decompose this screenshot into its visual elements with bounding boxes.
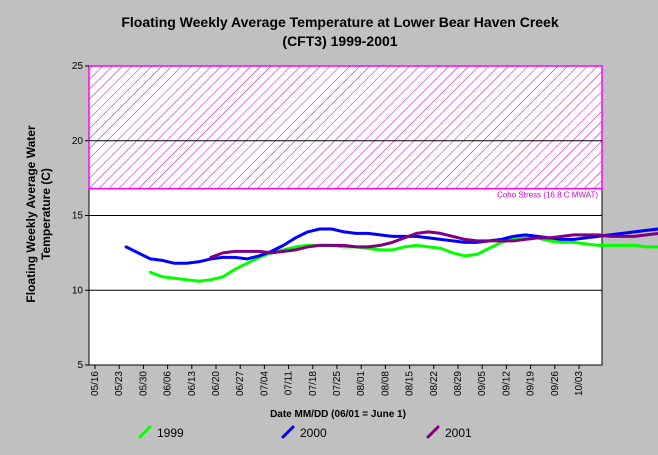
x-tick-label-05/23: 05/23	[114, 371, 125, 396]
legend-label-2001: 2001	[445, 426, 472, 440]
y-tick-label-25: 25	[72, 61, 84, 72]
legend-swatch-2001	[426, 425, 440, 439]
x-tick-label-07/18: 07/18	[308, 371, 319, 396]
chart-title-line1: Floating Weekly Average Temperature at L…	[121, 14, 558, 30]
y-axis-label-line2: Temperature (C)	[39, 168, 53, 260]
x-tick-label-09/19: 09/19	[526, 371, 537, 396]
x-tick-label-09/05: 09/05	[477, 371, 488, 396]
y-tick-label-5: 5	[77, 360, 83, 371]
x-tick-label-07/25: 07/25	[332, 371, 343, 396]
legend-label-2000: 2000	[300, 426, 327, 440]
x-tick-label-05/16: 05/16	[90, 371, 101, 396]
x-tick-label-08/22: 08/22	[429, 371, 440, 396]
x-tick-label-06/27: 06/27	[235, 371, 246, 396]
x-tick-label-08/08: 08/08	[380, 371, 391, 396]
x-tick-label-08/01: 08/01	[356, 371, 367, 396]
chart-title-line2: (CFT3) 1999-2001	[282, 33, 397, 49]
coho-stress-label: Coho Stress (16.8 C MWAT)	[497, 191, 598, 200]
x-tick-label-08/29: 08/29	[453, 371, 464, 396]
x-tick-label-07/11: 07/11	[284, 371, 295, 396]
y-axis-label-line1: Floating Weekly Average Water	[24, 125, 38, 302]
series-line-2000	[124, 227, 658, 265]
x-axis-label: Date MM/DD (06/01 = June 1)	[270, 409, 406, 420]
x-tick-label-06/06: 06/06	[163, 371, 174, 396]
y-tick-label-10: 10	[72, 285, 84, 296]
legend-label-1999: 1999	[157, 426, 184, 440]
x-tick-label-07/04: 07/04	[259, 371, 270, 396]
x-tick-label-05/30: 05/30	[138, 371, 149, 396]
x-tick-label-09/26: 09/26	[550, 371, 561, 396]
y-tick-label-20: 20	[72, 136, 84, 147]
y-tick-label-15: 15	[72, 211, 84, 222]
x-tick-label-09/12: 09/12	[501, 371, 512, 396]
coho-stress-band	[88, 65, 603, 190]
legend-swatch-2000	[281, 425, 295, 439]
x-tick-label-10/03: 10/03	[574, 371, 585, 396]
legend-swatch-1999	[138, 425, 152, 439]
x-tick-label-06/13: 06/13	[187, 371, 198, 396]
x-tick-label-08/15: 08/15	[405, 371, 416, 396]
x-tick-label-06/20: 06/20	[211, 371, 222, 396]
series-line-2001	[209, 230, 658, 259]
